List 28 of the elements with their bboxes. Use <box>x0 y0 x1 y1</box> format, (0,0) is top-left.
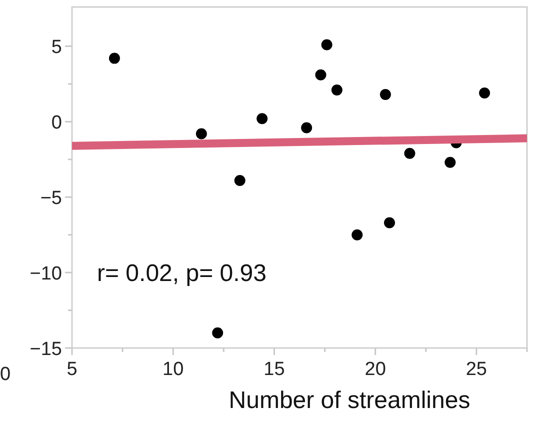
point <box>444 156 456 168</box>
point <box>315 69 326 80</box>
point <box>321 39 332 50</box>
point <box>331 84 342 96</box>
x-tick-label: 10 <box>162 359 184 380</box>
point <box>196 128 207 140</box>
point <box>234 175 246 186</box>
point <box>380 89 391 100</box>
y-tick-label: 5 <box>51 37 62 58</box>
x-tick-label: 5 <box>66 359 78 380</box>
x-tick-label: 25 <box>466 359 488 380</box>
point <box>212 327 224 338</box>
point <box>352 229 363 240</box>
point <box>384 217 395 228</box>
y-tick-label: −15 <box>30 339 62 360</box>
x-tick-label: 15 <box>264 359 285 380</box>
x-axis-title: Number of streamlines <box>228 387 470 414</box>
point <box>256 113 268 124</box>
point <box>108 52 120 64</box>
text: 0 <box>0 364 11 385</box>
y-tick-label: −10 <box>30 264 62 285</box>
x-tick-label: 20 <box>364 359 386 380</box>
point <box>404 148 416 159</box>
y-tick-label: 0 <box>51 112 62 134</box>
point <box>479 88 490 99</box>
point <box>301 122 312 134</box>
y-tick-label: −5 <box>40 188 62 210</box>
annotation: r= 0.02, p= 0.93 <box>97 260 266 287</box>
